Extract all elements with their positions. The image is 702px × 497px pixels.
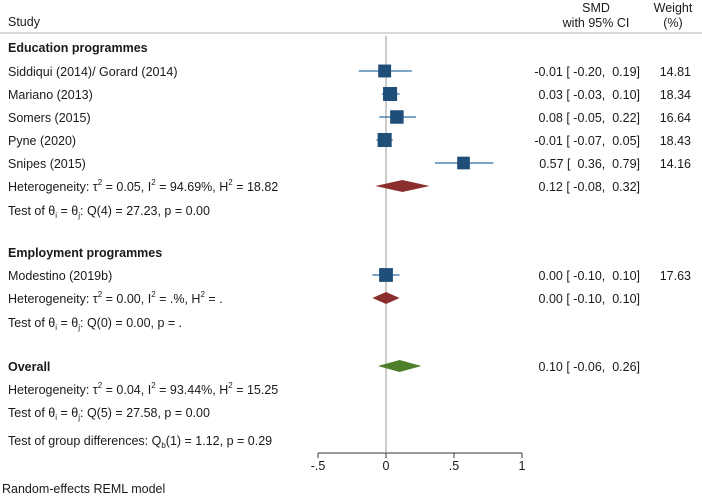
weight-text: 17.63: [660, 269, 691, 283]
header-weight: Weight: [654, 1, 693, 15]
study-row-mariano: Mariano (2013) 0.03 [ -0.03, 0.10] 18.34: [8, 86, 691, 102]
heterogeneity-text: Heterogeneity: τ2 = 0.00, I2 = .%, H2 = …: [8, 290, 223, 306]
pooled-ci-text: 0.12 [ -0.08, 0.32]: [539, 180, 640, 194]
test-text-employment: Test of θi = θj: Q(0) = 0.00, p = .: [8, 316, 182, 332]
study-label: Pyne (2020): [8, 134, 76, 148]
effect-marker: [390, 110, 404, 124]
study-label: Snipes (2015): [8, 157, 86, 171]
x-tick-label: .5: [449, 459, 459, 473]
heterogeneity-text-overall: Heterogeneity: τ2 = 0.04, I2 = 93.44%, H…: [8, 381, 278, 397]
effect-marker: [457, 156, 470, 170]
footnote: Random-effects REML model: [2, 482, 165, 496]
pooled-diamond: [372, 292, 400, 304]
overall-title: Overall: [8, 360, 50, 374]
overall-row: Overall 0.10 [ -0.06, 0.26]: [8, 360, 640, 374]
effect-marker: [379, 268, 393, 282]
effect-marker: [377, 132, 392, 148]
pooled-diamond: [375, 180, 430, 192]
study-row-siddiqui: Siddiqui (2014)/ Gorard (2014) -0.01 [ -…: [8, 64, 691, 79]
overall-ci-text: 0.10 [ -0.06, 0.26]: [539, 360, 640, 374]
study-row-modestino: Modestino (2019b) 0.00 [ -0.10, 0.10] 17…: [8, 268, 691, 283]
test-text-overall: Test of θi = θj: Q(5) = 27.58, p = 0.00: [8, 406, 210, 422]
study-row-pyne: Pyne (2020) -0.01 [ -0.07, 0.05] 18.43: [8, 132, 691, 148]
pooled-row-education: Heterogeneity: τ2 = 0.05, I2 = 94.69%, H…: [8, 178, 640, 194]
x-tick-label: 0: [383, 459, 390, 473]
study-row-somers: Somers (2015) 0.08 [ -0.05, 0.22] 16.64: [8, 110, 691, 125]
header-study: Study: [8, 15, 41, 29]
smd-ci-text: -0.01 [ -0.20, 0.19]: [534, 65, 640, 79]
weight-text: 14.81: [660, 65, 691, 79]
smd-ci-text: -0.01 [ -0.07, 0.05]: [534, 134, 640, 148]
header-smd: SMD: [582, 1, 610, 15]
group-differences-test: Test of group differences: Qb(1) = 1.12,…: [8, 434, 272, 450]
x-tick-label: -.5: [311, 459, 326, 473]
study-row-snipes: Snipes (2015) 0.57 [ 0.36, 0.79] 14.16: [8, 156, 691, 171]
weight-text: 18.34: [660, 88, 691, 102]
pooled-ci-text: 0.00 [ -0.10, 0.10]: [539, 292, 640, 306]
smd-ci-text: 0.08 [ -0.05, 0.22]: [539, 111, 640, 125]
header-ci: with 95% CI: [562, 16, 630, 30]
effect-marker: [378, 64, 392, 78]
header-weight-unit: (%): [663, 16, 682, 30]
study-label: Modestino (2019b): [8, 269, 112, 283]
x-axis: -.5 0 .5 1: [311, 452, 526, 473]
study-label: Mariano (2013): [8, 88, 93, 102]
overall-diamond: [377, 360, 422, 372]
x-tick-label: 1: [519, 459, 526, 473]
effect-marker: [383, 86, 398, 102]
test-text-education: Test of θi = θj: Q(4) = 27.23, p = 0.00: [8, 204, 210, 220]
group-title-employment: Employment programmes: [8, 246, 162, 260]
smd-ci-text: 0.03 [ -0.03, 0.10]: [539, 88, 640, 102]
weight-text: 18.43: [660, 134, 691, 148]
heterogeneity-text: Heterogeneity: τ2 = 0.05, I2 = 94.69%, H…: [8, 178, 278, 194]
weight-text: 14.16: [660, 157, 691, 171]
study-label: Siddiqui (2014)/ Gorard (2014): [8, 65, 178, 79]
pooled-row-employment: Heterogeneity: τ2 = 0.00, I2 = .%, H2 = …: [8, 290, 640, 306]
study-label: Somers (2015): [8, 111, 91, 125]
weight-text: 16.64: [660, 111, 691, 125]
smd-ci-text: 0.00 [ -0.10, 0.10]: [539, 269, 640, 283]
smd-ci-text: 0.57 [ 0.36, 0.79]: [539, 157, 640, 171]
group-title-education: Education programmes: [8, 41, 148, 55]
